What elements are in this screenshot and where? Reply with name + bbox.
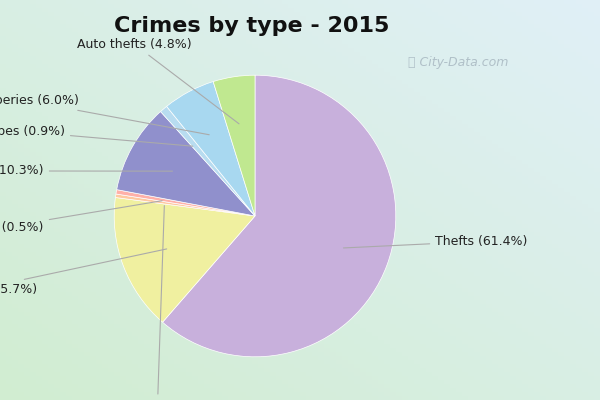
Text: Rapes (0.9%): Rapes (0.9%) <box>0 125 193 146</box>
Text: Robberies (6.0%): Robberies (6.0%) <box>0 94 209 135</box>
Text: Thefts (61.4%): Thefts (61.4%) <box>343 235 527 248</box>
Text: Auto thefts (4.8%): Auto thefts (4.8%) <box>77 38 239 124</box>
Text: Burglaries (15.7%): Burglaries (15.7%) <box>0 249 167 296</box>
Text: Murders (0.4%): Murders (0.4%) <box>109 206 206 400</box>
Wedge shape <box>114 198 255 322</box>
Wedge shape <box>213 75 255 216</box>
Wedge shape <box>161 106 255 216</box>
Text: Assaults (10.3%): Assaults (10.3%) <box>0 164 172 178</box>
Wedge shape <box>116 190 255 216</box>
Text: Arson (0.5%): Arson (0.5%) <box>0 201 162 234</box>
Text: Crimes by type - 2015: Crimes by type - 2015 <box>115 16 389 36</box>
Wedge shape <box>167 82 255 216</box>
Wedge shape <box>163 75 396 357</box>
Text: ⓘ City-Data.com: ⓘ City-Data.com <box>408 56 508 69</box>
Wedge shape <box>115 194 255 216</box>
Wedge shape <box>116 112 255 216</box>
